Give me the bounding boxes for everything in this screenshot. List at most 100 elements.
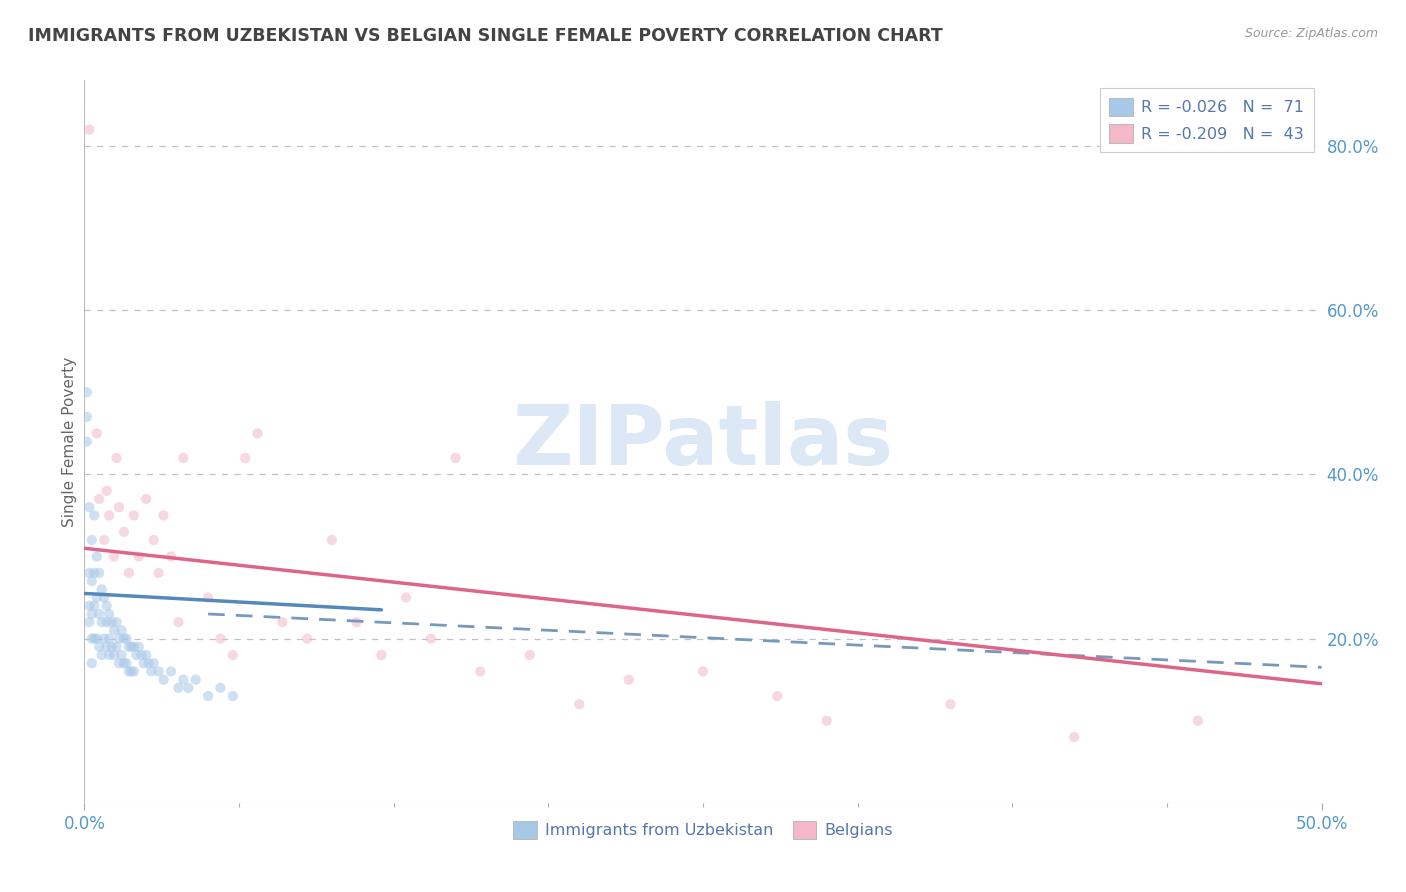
Point (209, 681, 232, 695)
Text: IMMIGRANTS FROM UZBEKISTAN VS BELGIAN SINGLE FEMALE POVERTY CORRELATION CHART: IMMIGRANTS FROM UZBEKISTAN VS BELGIAN SI… (28, 27, 943, 45)
Point (105, 615, 128, 630)
Point (128, 549, 150, 564)
Point (209, 632, 232, 646)
Point (138, 657, 160, 671)
Point (105, 450, 128, 465)
Text: Source: ZipAtlas.com: Source: ZipAtlas.com (1244, 27, 1378, 40)
Point (83, 508, 105, 523)
Text: ZIPatlas: ZIPatlas (513, 401, 893, 482)
Point (89, 491, 111, 506)
Point (152, 673, 174, 687)
Point (233, 450, 256, 465)
Legend: Immigrants from Uzbekistan, Belgians: Immigrants from Uzbekistan, Belgians (506, 814, 900, 846)
Point (118, 566, 141, 580)
Point (939, 698, 962, 712)
Point (118, 640, 141, 654)
Point (120, 640, 142, 654)
Point (76, 409, 98, 424)
Point (122, 665, 145, 679)
Point (246, 426, 269, 441)
Point (110, 624, 132, 638)
Point (86, 632, 108, 646)
Point (79, 566, 101, 580)
Point (80, 607, 103, 621)
Point (295, 632, 318, 646)
Point (222, 648, 245, 662)
Point (197, 689, 219, 703)
Point (135, 491, 157, 506)
Point (141, 665, 163, 679)
Point (98, 607, 121, 621)
Point (167, 681, 190, 695)
Point (108, 657, 131, 671)
Point (125, 648, 148, 662)
Point (100, 640, 122, 654)
Point (89, 566, 111, 580)
Point (197, 591, 219, 605)
Point (766, 689, 789, 703)
Point (79, 599, 101, 613)
Point (148, 665, 170, 679)
Point (98, 632, 121, 646)
Point (160, 549, 183, 564)
Point (90, 615, 112, 630)
Point (93, 591, 115, 605)
Point (80, 533, 103, 547)
Point (470, 665, 492, 679)
Point (115, 632, 138, 646)
Point (103, 648, 125, 662)
Point (96, 599, 118, 613)
Point (419, 632, 441, 646)
Point (222, 689, 245, 703)
Point (98, 648, 121, 662)
Point (86, 591, 108, 605)
Point (271, 615, 294, 630)
Point (96, 615, 118, 630)
Point (90, 582, 112, 597)
Point (135, 648, 157, 662)
Point (100, 615, 122, 630)
Point (148, 566, 170, 580)
Point (118, 665, 141, 679)
Point (132, 657, 155, 671)
Point (83, 632, 105, 646)
Point (80, 632, 103, 646)
Point (79, 500, 101, 515)
Point (122, 508, 145, 523)
Point (1063, 730, 1085, 744)
Point (346, 615, 368, 630)
Point (142, 533, 165, 547)
Point (120, 665, 142, 679)
Point (108, 500, 131, 515)
Point (152, 508, 174, 523)
Point (128, 640, 150, 654)
Point (79, 615, 101, 630)
Point (129, 648, 152, 662)
Point (617, 673, 640, 687)
Point (89, 640, 111, 654)
Point (86, 426, 108, 441)
Point (80, 657, 103, 671)
Point (815, 714, 838, 728)
Point (370, 648, 392, 662)
Point (90, 648, 112, 662)
Point (692, 665, 714, 679)
Point (83, 599, 105, 613)
Point (83, 566, 105, 580)
Point (98, 508, 121, 523)
Point (112, 524, 135, 539)
Point (108, 632, 131, 646)
Point (172, 673, 194, 687)
Y-axis label: Single Female Poverty: Single Female Poverty (62, 357, 77, 526)
Point (96, 483, 118, 498)
Point (142, 657, 165, 671)
Point (112, 632, 135, 646)
Point (103, 624, 125, 638)
Point (519, 648, 541, 662)
Point (172, 450, 194, 465)
Point (96, 640, 118, 654)
Point (568, 698, 591, 712)
Point (395, 591, 418, 605)
Point (1187, 714, 1209, 728)
Point (115, 657, 138, 671)
